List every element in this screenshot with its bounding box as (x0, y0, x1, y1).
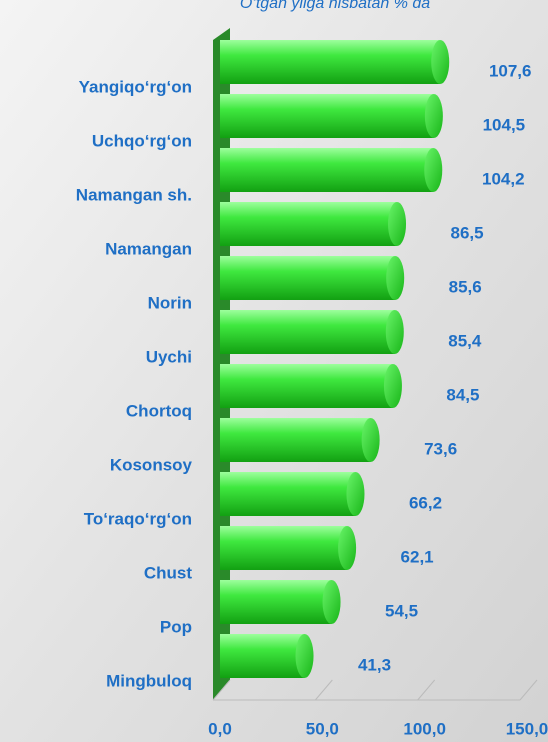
bar-cap (338, 526, 357, 570)
grid-line (417, 679, 436, 701)
value-label: 62,1 (401, 547, 434, 566)
value-label: 41,3 (358, 655, 391, 674)
category-label: Pop (160, 617, 192, 636)
value-label: 85,4 (448, 331, 482, 350)
bar (220, 634, 305, 678)
category-label: Norin (148, 293, 192, 312)
value-label: 66,2 (409, 493, 442, 512)
value-label: 107,6 (489, 61, 532, 80)
category-label: To‘raqo‘rg‘on (84, 509, 192, 528)
x-tick-label: 150,0 (506, 719, 548, 738)
bar (220, 148, 434, 192)
bar (220, 256, 396, 300)
category-label: Uychi (146, 347, 192, 366)
value-label: 85,6 (449, 277, 482, 296)
subtitle: O‘tgan yilga nisbatan % da (240, 0, 430, 12)
value-label: 54,5 (385, 601, 418, 620)
bar (220, 580, 332, 624)
bar-cap (361, 418, 380, 462)
bar-cap (388, 202, 407, 246)
x-tick-label: 0,0 (208, 719, 232, 738)
bar (220, 94, 434, 138)
bar (220, 40, 441, 84)
category-label: Uchqo‘rg‘on (92, 131, 192, 150)
bar-cap (424, 94, 443, 138)
bar (220, 526, 348, 570)
grid-line (314, 679, 333, 701)
value-label: 84,5 (446, 385, 479, 404)
grid-line (519, 679, 538, 701)
category-label: Namangan (105, 239, 192, 258)
value-label: 73,6 (424, 439, 457, 458)
bar (220, 418, 371, 462)
bar-cap (295, 634, 314, 678)
bar (220, 472, 356, 516)
bar-cap (346, 472, 365, 516)
category-label: Chortoq (126, 401, 192, 420)
category-label: Mingbuloq (106, 671, 192, 690)
x-tick-label: 100,0 (403, 719, 446, 738)
bar-cap (424, 148, 443, 192)
category-label: Namangan sh. (76, 185, 192, 204)
x-tick-label: 50,0 (306, 719, 339, 738)
category-label: Yangiqo‘rg‘on (79, 77, 192, 96)
bar-cap (385, 310, 404, 354)
category-label: Kosonsoy (110, 455, 193, 474)
bar-cap (322, 580, 341, 624)
bar-cap (386, 256, 405, 300)
bar-cap (383, 364, 402, 408)
bar (220, 310, 395, 354)
value-label: 86,5 (450, 223, 483, 242)
bar (220, 202, 398, 246)
value-label: 104,5 (483, 115, 526, 134)
category-label: Chust (144, 563, 193, 582)
bar-cap (431, 40, 450, 84)
value-label: 104,2 (482, 169, 525, 188)
bar (220, 364, 393, 408)
grid-line (212, 679, 231, 701)
